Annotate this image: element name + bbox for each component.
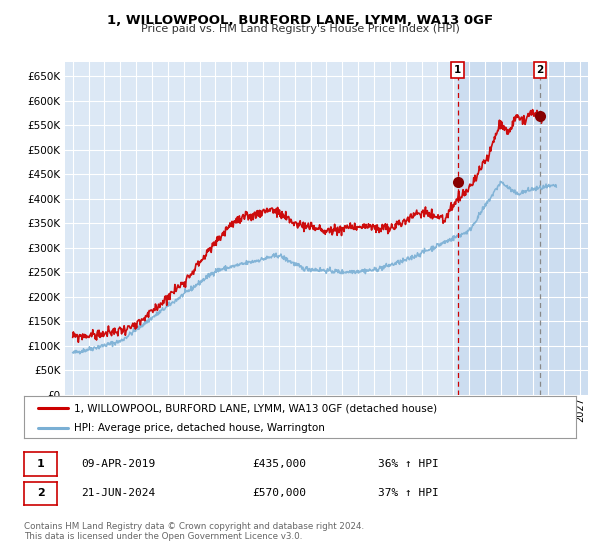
- Text: 2: 2: [37, 488, 44, 498]
- Text: Contains HM Land Registry data © Crown copyright and database right 2024.: Contains HM Land Registry data © Crown c…: [24, 522, 364, 531]
- Text: £570,000: £570,000: [252, 488, 306, 498]
- Text: 36% ↑ HPI: 36% ↑ HPI: [378, 459, 439, 469]
- Text: £435,000: £435,000: [252, 459, 306, 469]
- Text: 1, WILLOWPOOL, BURFORD LANE, LYMM, WA13 0GF (detached house): 1, WILLOWPOOL, BURFORD LANE, LYMM, WA13 …: [74, 403, 437, 413]
- Text: 1: 1: [454, 65, 461, 75]
- Text: 2: 2: [536, 65, 544, 75]
- Text: This data is licensed under the Open Government Licence v3.0.: This data is licensed under the Open Gov…: [24, 532, 302, 541]
- Text: 09-APR-2019: 09-APR-2019: [81, 459, 155, 469]
- Text: 21-JUN-2024: 21-JUN-2024: [81, 488, 155, 498]
- Text: 37% ↑ HPI: 37% ↑ HPI: [378, 488, 439, 498]
- Text: HPI: Average price, detached house, Warrington: HPI: Average price, detached house, Warr…: [74, 423, 325, 432]
- Text: Price paid vs. HM Land Registry's House Price Index (HPI): Price paid vs. HM Land Registry's House …: [140, 24, 460, 34]
- Text: 1: 1: [37, 459, 44, 469]
- Text: 1, WILLOWPOOL, BURFORD LANE, LYMM, WA13 0GF: 1, WILLOWPOOL, BURFORD LANE, LYMM, WA13 …: [107, 14, 493, 27]
- Bar: [458, 62, 588, 395]
